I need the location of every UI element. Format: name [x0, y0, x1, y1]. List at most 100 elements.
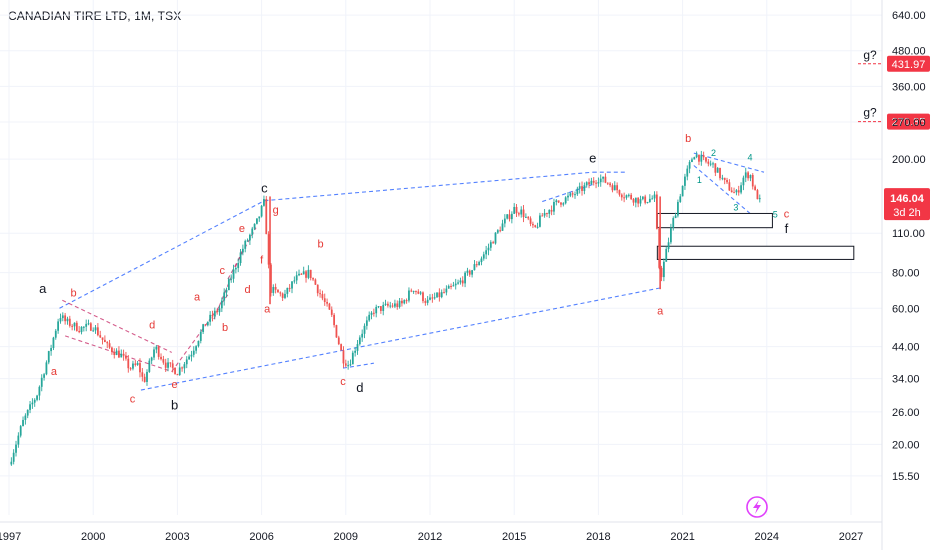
x-tick-label: 2003 [165, 531, 189, 543]
wave-label: 2 [711, 148, 716, 158]
wave-label: e [172, 379, 178, 391]
candle-body [349, 364, 352, 366]
candle-body [272, 286, 275, 293]
candle-body [227, 279, 230, 290]
candle-body [637, 197, 640, 204]
candle-body [365, 320, 368, 326]
wave-label: d [149, 319, 155, 331]
candle-body [695, 154, 698, 158]
y-axis[interactable]: 640.00 480.00 360.00 270.00 200.00 110.00 80.0… [892, 10, 926, 483]
candle-body [335, 325, 338, 338]
candle-body [195, 346, 198, 351]
level-tag-label: 270.85 [892, 117, 926, 129]
candle-body [40, 377, 43, 387]
candle-body [391, 305, 394, 307]
candle-body [459, 280, 462, 283]
level-note: g? [863, 106, 877, 120]
candle-body [155, 346, 158, 350]
candle-body [501, 223, 504, 231]
candle-body [429, 297, 431, 300]
candle-body [546, 213, 548, 215]
candle-body [452, 285, 455, 287]
lightning-icon[interactable] [746, 496, 768, 518]
candle-body [89, 323, 92, 331]
candle-body [59, 318, 62, 322]
candle-body [583, 185, 586, 191]
candle-body [178, 367, 181, 375]
candle-body [398, 300, 401, 308]
candle-body [150, 357, 153, 361]
wave-label: 3 [733, 203, 738, 213]
candle-body [487, 247, 490, 251]
x-tick-label: 2006 [249, 531, 273, 543]
candle-body [726, 179, 728, 183]
candle-body [555, 200, 558, 203]
candle-body [129, 368, 132, 370]
candle-body [740, 185, 742, 193]
candle-body [581, 186, 583, 191]
candle-body [185, 359, 188, 365]
candle-body [655, 194, 658, 229]
candle-body [625, 195, 628, 198]
candle-body [443, 292, 445, 294]
last-price-value: 146.04 [890, 193, 925, 205]
candle-body [592, 180, 595, 183]
level-note: g? [863, 48, 877, 62]
wave-label: a [657, 306, 664, 318]
candle-body [478, 262, 481, 266]
candle-body [192, 350, 195, 355]
candle-body [17, 435, 20, 445]
candle-body [646, 202, 649, 204]
candle-body [361, 333, 364, 338]
x-tick-label: 2012 [418, 531, 442, 543]
wave-label: a [194, 291, 201, 303]
candle-body [127, 358, 130, 369]
candle-body [174, 367, 176, 375]
candle-body [417, 291, 420, 294]
candle-body [436, 292, 438, 298]
x-tick-label: 2027 [839, 531, 863, 543]
candle-body [146, 371, 148, 382]
candle-body [433, 297, 436, 299]
chart-title: CANADIAN TIRE LTD, 1M, TSX [8, 9, 182, 23]
candle-body [68, 318, 71, 326]
candle-body [520, 209, 523, 215]
candle-body [401, 300, 403, 304]
candle-body [384, 303, 387, 305]
candle-body [499, 230, 502, 232]
price-candles [10, 150, 761, 466]
x-axis[interactable]: 1997 2000 2003 2006 2009 2012 2015 2018 2021 2024… [0, 531, 863, 543]
candle-body [733, 192, 735, 194]
candle-body [197, 340, 200, 347]
candle-body [61, 315, 64, 319]
wave-label: c [261, 180, 268, 195]
candle-body [372, 312, 375, 314]
candle-body [627, 194, 630, 196]
candle-body [712, 163, 714, 165]
candle-body [78, 330, 81, 333]
candle-body [681, 185, 684, 197]
candle-body [111, 347, 113, 353]
candle-body [513, 206, 516, 214]
candle-body [412, 290, 415, 292]
candle-body [735, 190, 738, 193]
candle-body [578, 186, 581, 189]
candle-body [204, 324, 207, 326]
candle-body [424, 301, 427, 303]
x-tick-label: 2018 [586, 531, 610, 543]
candle-body [473, 264, 476, 271]
candle-body [169, 362, 172, 364]
candle-body [744, 172, 747, 178]
candle-body [693, 157, 696, 160]
candle-body [281, 293, 284, 298]
candle-body [564, 197, 567, 204]
target-zone [656, 245, 855, 260]
wave-label: d [356, 380, 363, 395]
y-tick-label: 15.50 [892, 471, 920, 483]
candle-body [136, 363, 139, 365]
candle-body [15, 444, 17, 453]
candle-body [12, 452, 15, 462]
candle-body [50, 348, 52, 352]
candle-body [471, 270, 473, 275]
